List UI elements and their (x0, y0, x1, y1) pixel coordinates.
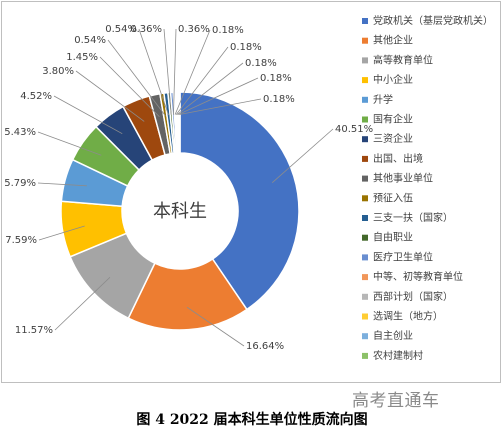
leader-line (107, 39, 166, 116)
leader-line (75, 70, 145, 122)
legend-label: 医疗卫生单位 (373, 250, 433, 263)
legend-label: 国有企业 (373, 113, 413, 126)
legend-label: 三支一扶（国家） (373, 211, 453, 224)
legend-label: 西部计划（国家） (373, 290, 453, 303)
legend-swatch (362, 313, 368, 320)
legend-swatch (362, 116, 368, 123)
legend-swatch (362, 274, 368, 281)
legend-label: 升学 (373, 93, 393, 106)
data-label: 0.54% (105, 24, 137, 35)
data-label: 0.18% (245, 58, 277, 69)
pie-chart: 40.51% 16.64% 11.57% 7.59% 5.79% 5.43% 4.52% 3.… (4, 14, 493, 362)
data-label: 0.18% (230, 42, 262, 53)
leader-line (186, 306, 245, 347)
legend-swatch (362, 234, 368, 241)
watermark: 高考直通车 (352, 391, 440, 411)
leader-line (178, 77, 259, 115)
legend-label: 预征入伍 (373, 192, 413, 204)
legend-label: 中等、初等教育单位 (373, 270, 463, 283)
legend-swatch (362, 175, 368, 182)
legend-swatch (362, 96, 368, 103)
data-label: 40.51% (335, 124, 373, 135)
figure-caption: 图 4 2022 届本科生单位性质流向图 (136, 412, 368, 428)
legend-label: 高等教育单位 (373, 53, 433, 66)
legend-swatch (362, 293, 368, 300)
pie-slices (60, 91, 300, 331)
leader-line (53, 95, 123, 135)
data-label: 0.36% (130, 24, 162, 35)
legend-label: 党政机关（基层党政机关） (373, 14, 493, 27)
legend-swatch (362, 37, 368, 44)
legend-label: 其他企业 (373, 34, 413, 47)
data-label: 3.80% (42, 66, 74, 77)
legend-label: 自主创业 (373, 329, 413, 342)
legend-swatch (362, 57, 368, 64)
data-label: 0.18% (212, 25, 244, 36)
leader-line (37, 131, 102, 156)
leader-line (37, 182, 87, 187)
leader-line (163, 28, 172, 115)
legend-swatch (362, 352, 368, 359)
legend-label: 三资企业 (373, 132, 413, 145)
leader-lines (37, 28, 334, 347)
leader-line (175, 46, 229, 115)
data-label: 4.52% (20, 91, 52, 102)
legend-label: 农村建制村 (373, 349, 423, 362)
leader-line (271, 128, 334, 183)
legend-swatch (362, 18, 368, 24)
legend-label: 自由职业 (373, 231, 413, 244)
leader-line (38, 225, 85, 241)
legend-swatch (362, 195, 368, 202)
legend-swatch (362, 215, 368, 221)
pie-slice (179, 91, 300, 311)
pie-slice (177, 91, 181, 154)
center-label: 本科生 (153, 201, 207, 222)
legend-swatch (362, 77, 368, 84)
data-label: 0.18% (263, 94, 295, 105)
legend: 党政机关（基层党政机关） 其他企业高等教育单位中小企业升学国有企业三资企业出国、出… (362, 14, 493, 362)
legend-swatch (362, 155, 368, 162)
data-label: 0.36% (178, 24, 210, 35)
data-label: 5.79% (4, 178, 36, 189)
legend-label: 中小企业 (373, 73, 413, 86)
legend-label: 选调生（地方） (373, 310, 443, 323)
legend-swatch (362, 254, 368, 261)
data-label: 0.18% (260, 73, 292, 84)
leader-line (99, 56, 160, 118)
data-label: 5.43% (4, 127, 36, 138)
leader-line (174, 29, 211, 115)
data-label: 0.54% (74, 35, 106, 46)
data-label: 1.45% (66, 52, 98, 63)
leader-line (138, 28, 169, 116)
data-label: 7.59% (5, 235, 37, 246)
legend-swatch (362, 333, 368, 340)
leader-line (177, 62, 244, 115)
legend-label: 其他事业单位 (373, 172, 433, 185)
legend-label: 出国、出境 (373, 152, 423, 165)
data-label: 11.57% (15, 325, 53, 336)
leader-line (173, 28, 177, 115)
leader-line (179, 98, 262, 115)
legend-swatch (362, 136, 368, 143)
leader-line (54, 277, 111, 331)
slice-labels: 40.51% 16.64% 11.57% 7.59% 5.79% 5.43% 4.52% 3.… (4, 24, 373, 352)
data-label: 16.64% (246, 341, 284, 352)
